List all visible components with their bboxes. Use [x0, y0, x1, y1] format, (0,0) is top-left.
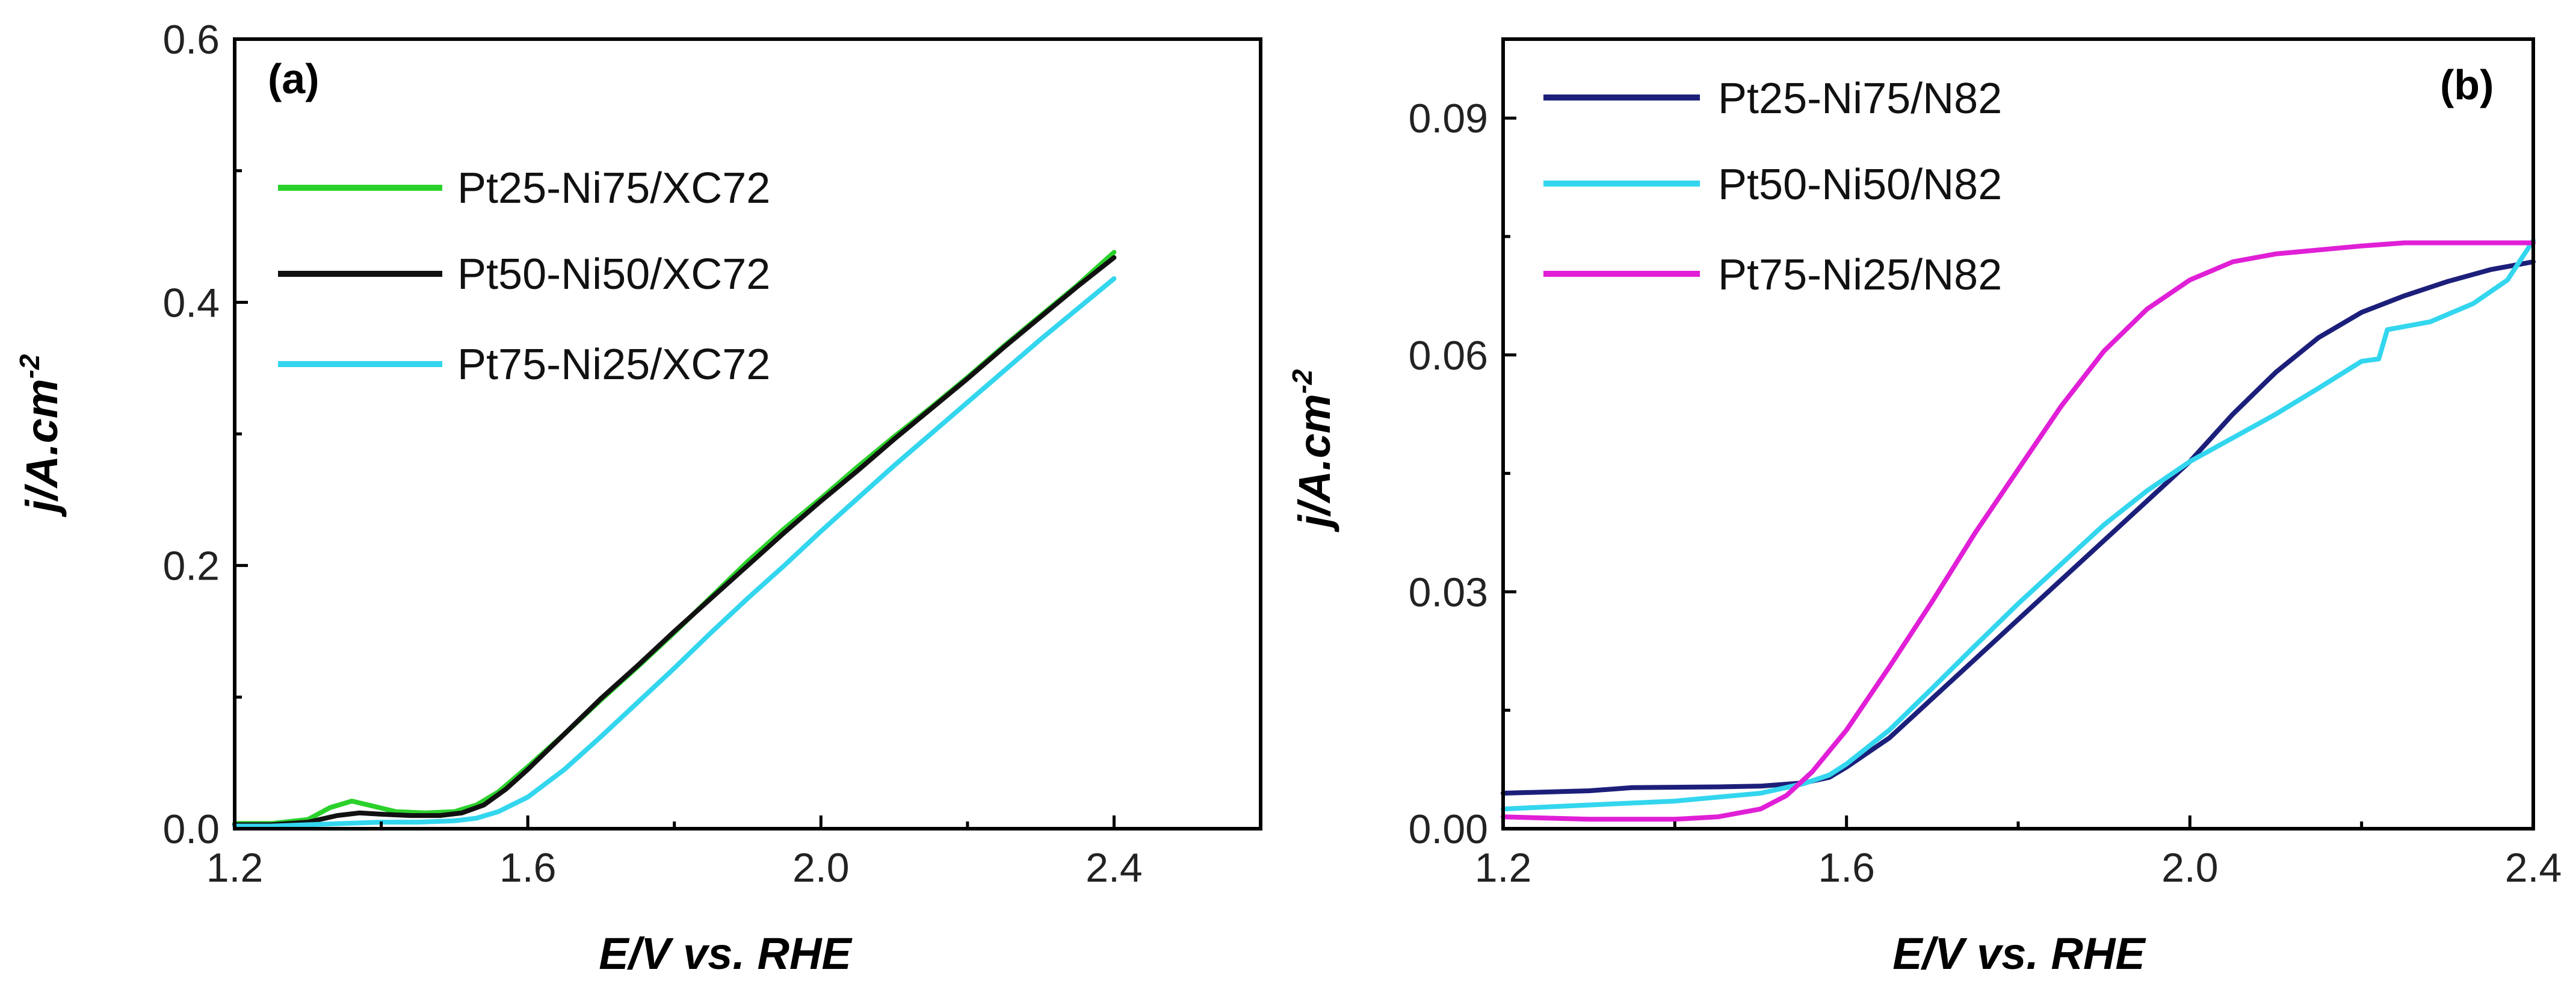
chart-b-series-2	[1501, 240, 2536, 822]
chart-b-series-1	[1501, 238, 2536, 812]
chart-b-ytick-label-3: 0.09	[1409, 96, 1488, 141]
chart-a-ylabel-main: j/A.cm	[17, 379, 67, 517]
chart-b-ytick-label-2: 0.06	[1409, 333, 1488, 379]
chart-a-series-1	[232, 255, 1117, 828]
chart-a-frame	[233, 37, 1262, 831]
chart-a: 1.2 1.6 2.0 2.4 0.0 0.2 0.4 0.6 (a) Pt25-Ni75/X…	[14, 17, 1262, 979]
chart-a-ytick-label-2: 0.4	[162, 280, 220, 326]
chart-a-legend-label-0: Pt25-Ni75/XC72	[457, 164, 770, 212]
chart-a-ytick-label-0: 0.0	[162, 806, 220, 852]
chart-b-ytick-label-0: 0.00	[1409, 806, 1488, 852]
chart-b-xtick-label-2: 2.0	[2161, 845, 2219, 891]
chart-b-ytick-label-1: 0.03	[1409, 569, 1488, 615]
chart-a-series-2	[232, 276, 1117, 829]
chart-b-frame	[1501, 37, 2535, 831]
chart-b-xtick-label-1: 1.6	[1818, 845, 1875, 891]
chart-a-xtick-label-1: 1.6	[499, 845, 557, 891]
chart-a-ticks: 1.2 1.6 2.0 2.4 0.0 0.2 0.4 0.6	[162, 17, 1142, 891]
chart-a-ylabel-sup: -2	[14, 354, 45, 379]
chart-b-legend-label-0: Pt25-Ni75/N82	[1718, 75, 2002, 123]
chart-b-ylabel: j/A.cm-2	[1286, 369, 1339, 532]
chart-a-legend-label-2: Pt75-Ni25/XC72	[457, 341, 770, 389]
chart-b-xtick-label-3: 2.4	[2505, 845, 2562, 891]
chart-a-xlabel: E/V vs. RHE	[599, 929, 853, 979]
chart-a-series-0	[232, 250, 1117, 826]
chart-b-xtick-label-0: 1.2	[1475, 845, 1532, 891]
chart-a-xtick-label-3: 2.4	[1086, 845, 1143, 891]
chart-a-ytick-label-3: 0.6	[162, 17, 220, 63]
chart-a-legend: Pt25-Ni75/XC72 Pt50-Ni50/XC72 Pt75-Ni25/…	[278, 164, 770, 389]
chart-b-panel-label: (b)	[2440, 61, 2494, 108]
chart-b-legend-label-2: Pt75-Ni25/N82	[1718, 251, 2002, 299]
chart-b-legend: Pt25-Ni75/N82 Pt50-Ni50/N82 Pt75-Ni25/N8…	[1543, 75, 2002, 299]
chart-b-ylabel-main: j/A.cm	[1290, 394, 1339, 532]
chart-a-ylabel: j/A.cm-2	[14, 354, 67, 517]
chart-a-panel-label: (a)	[268, 55, 320, 102]
chart-a-legend-label-1: Pt50-Ni50/XC72	[457, 250, 770, 299]
chart-b-legend-label-1: Pt50-Ni50/N82	[1718, 161, 2002, 209]
chart-a-xtick-label-0: 1.2	[206, 845, 264, 891]
chart-a-series	[232, 250, 1117, 829]
chart-a-ytick-label-1: 0.2	[162, 543, 220, 589]
chart-a-xtick-label-2: 2.0	[792, 845, 850, 891]
chart-b-series-0	[1501, 259, 2536, 796]
chart-b-xlabel: E/V vs. RHE	[1892, 929, 2146, 979]
chart-b: 1.2 1.6 2.0 2.4 0.00 0.03 0.06 0.09 (b) Pt25-Ni…	[1286, 37, 2562, 979]
chart-b-ticks: 1.2 1.6 2.0 2.4 0.00 0.03 0.06 0.09	[1409, 96, 2562, 891]
chart-b-ylabel-sup: -2	[1286, 369, 1318, 394]
chart-b-series	[1501, 238, 2536, 822]
